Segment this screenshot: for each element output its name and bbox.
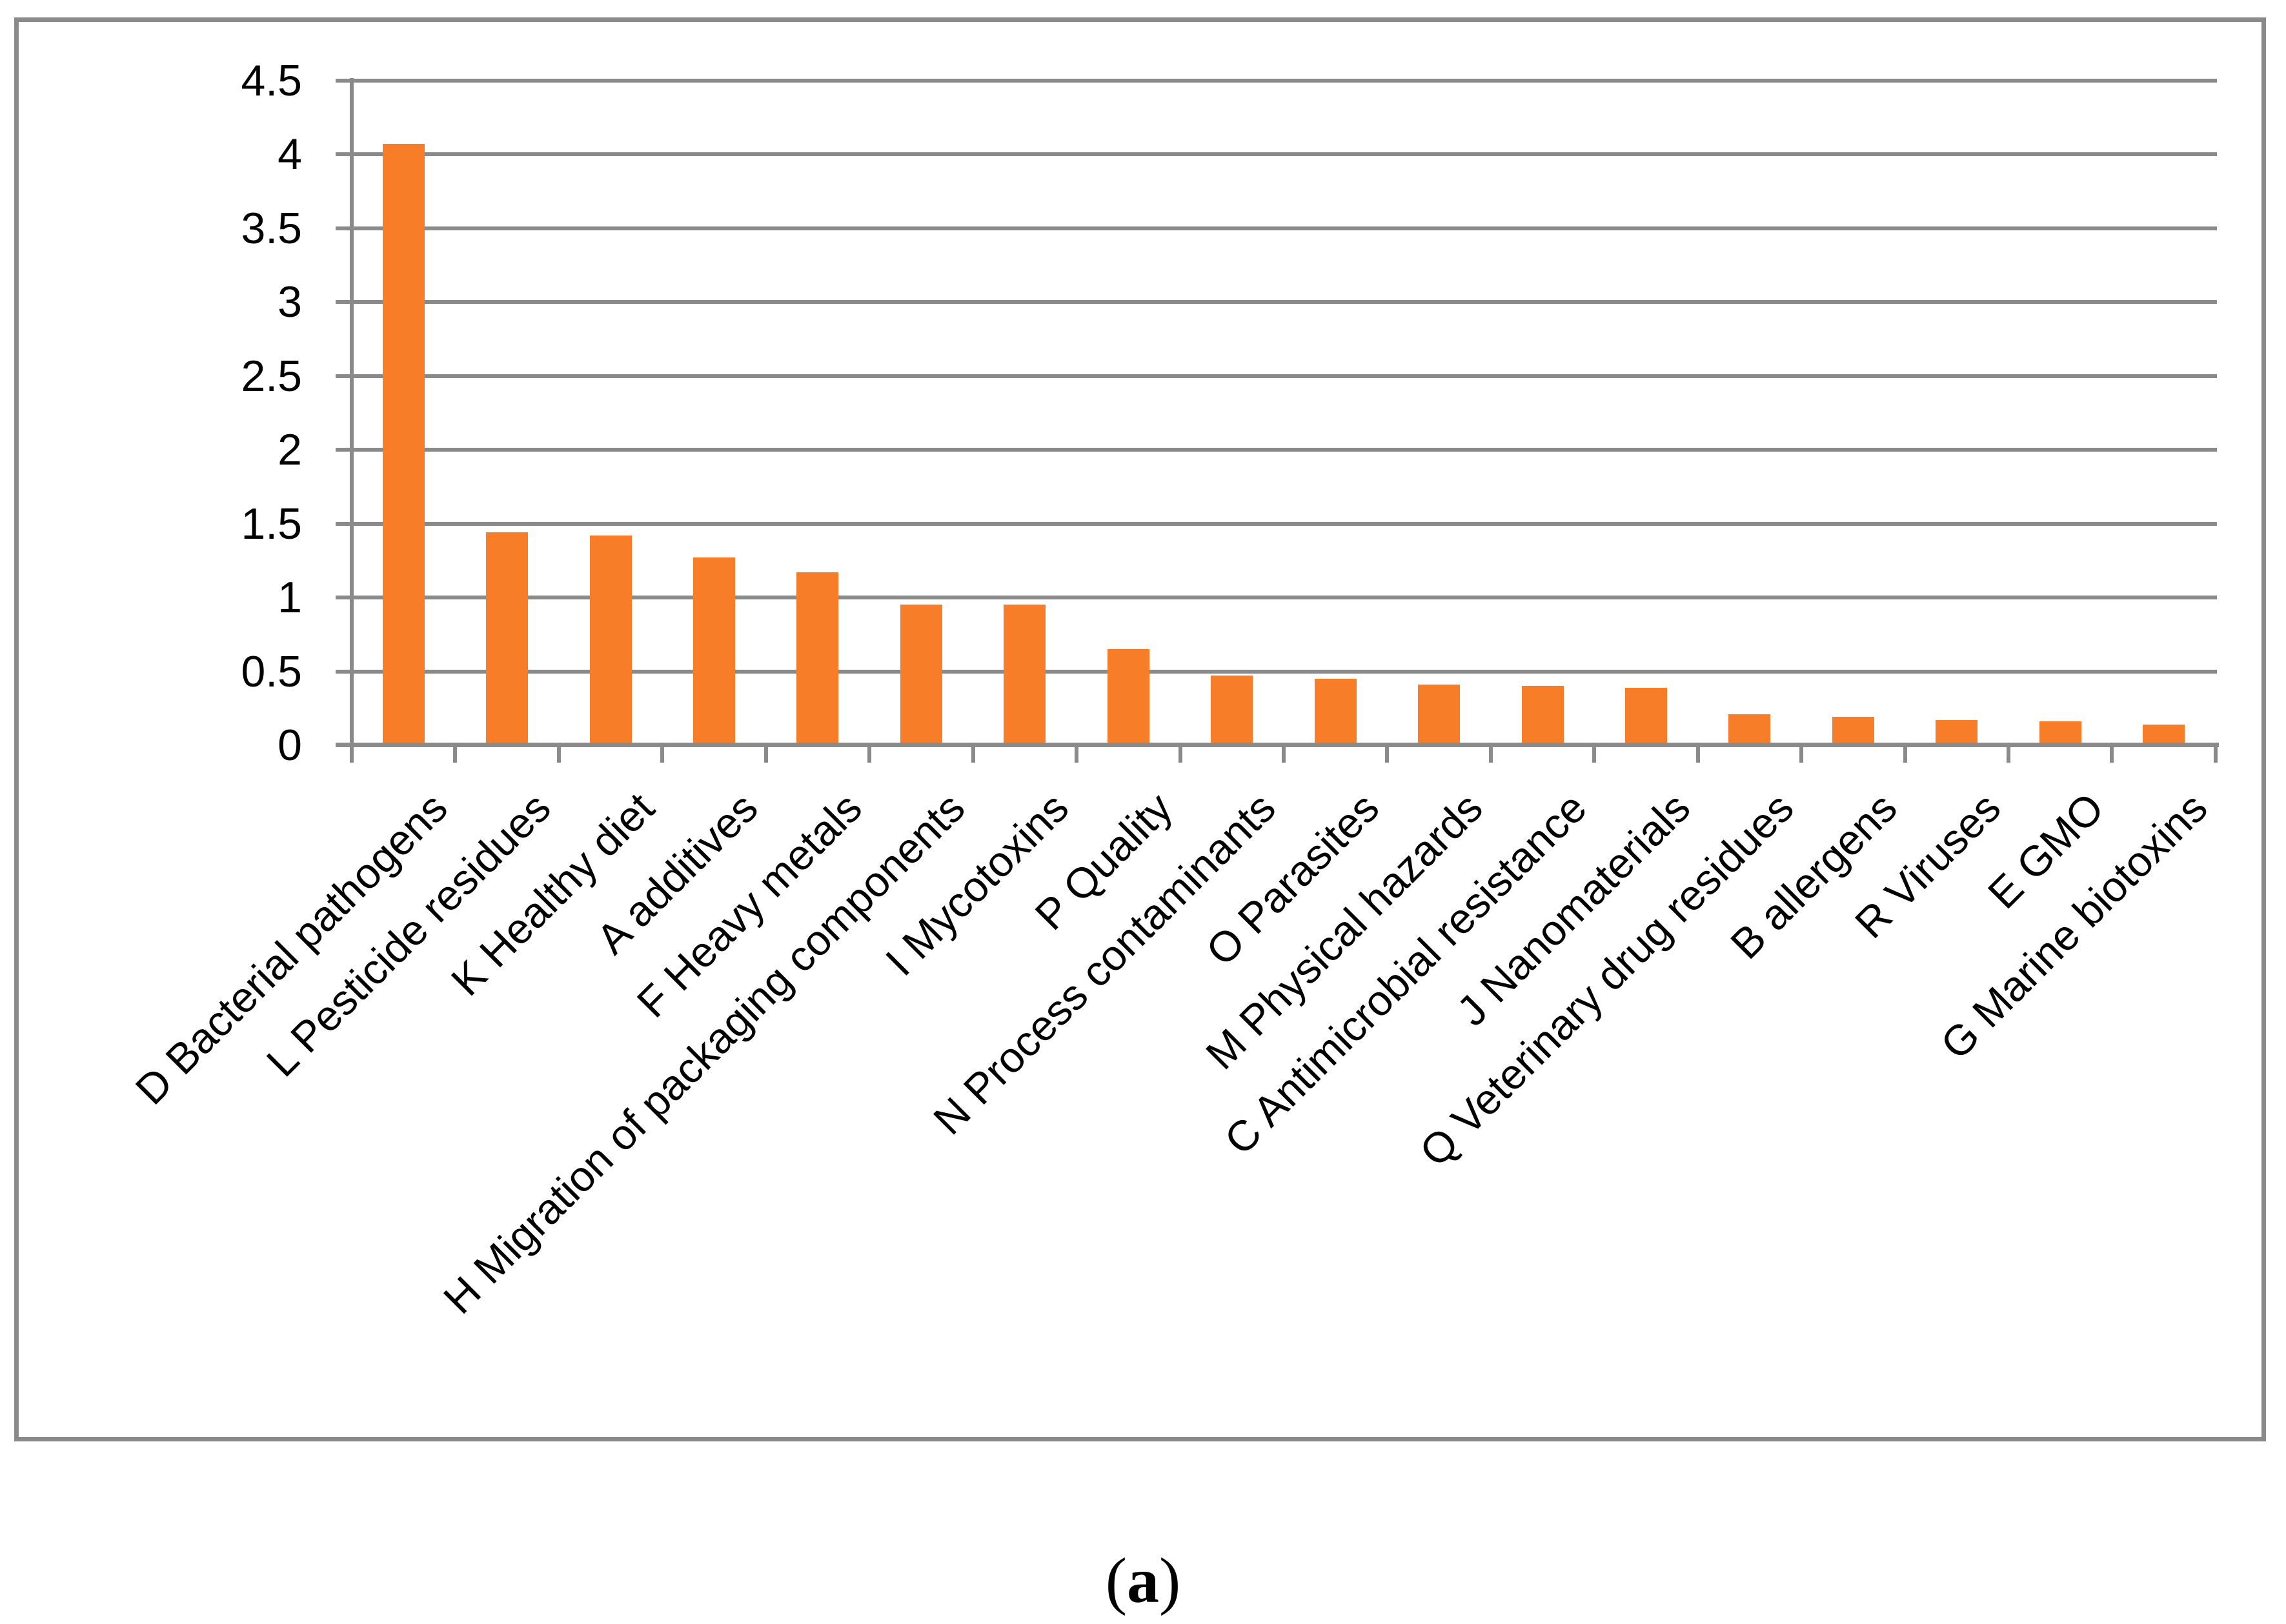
bar [1521,686,1564,745]
bar [693,557,736,745]
x-axis-tick [453,745,458,763]
y-axis-tick-label: 3 [278,277,302,326]
caption-paren-open: ( [1105,1545,1127,1616]
x-axis-tick [1903,745,1907,763]
caption-letter: a [1127,1545,1159,1616]
x-axis-tick [1488,745,1493,763]
y-axis-tick-label: 2.5 [241,351,302,401]
y-gridline [336,300,2217,304]
bar [900,605,942,745]
bar [2039,721,2081,745]
y-gridline [336,78,2217,83]
x-axis-tick [1592,745,1597,763]
y-axis-line [350,78,354,763]
bar [1625,688,1667,745]
x-axis-tick [867,745,872,763]
bar [1004,605,1046,745]
y-gridline [336,448,2217,452]
y-gridline [336,226,2217,230]
bar [1418,685,1461,745]
x-axis-tick [2213,745,2218,763]
y-axis-tick-label: 2 [278,425,302,474]
caption-paren-close: ) [1159,1545,1181,1616]
bar [382,144,425,745]
x-axis-tick [660,745,665,763]
y-axis-tick-label: 4 [278,130,302,179]
bar [1832,717,1874,745]
x-axis-tick [764,745,768,763]
y-axis-tick-label: 0.5 [241,647,302,696]
y-axis-tick-label: 4.5 [241,55,302,105]
x-axis-tick [1075,745,1079,763]
x-axis-tick [2007,745,2011,763]
bar [1211,676,1253,745]
bar [2143,725,2185,745]
y-gridline [336,152,2217,156]
y-axis-tick-label: 1.5 [241,499,302,548]
y-gridline [336,596,2217,599]
bar [589,536,632,745]
x-axis-tick [971,745,975,763]
subfigure-caption: (a) [0,1543,2286,1618]
y-gridline [336,521,2217,526]
x-axis-line [336,743,2219,747]
x-axis-tick [1281,745,1286,763]
x-axis-tick [1695,745,1700,763]
y-gridline [336,374,2217,378]
y-axis-tick-label: 3.5 [241,203,302,253]
x-axis-tick [556,745,561,763]
bar [796,572,839,745]
bar [486,532,529,745]
bar [1107,649,1149,745]
x-axis-tick [1799,745,1804,763]
bar [1314,679,1357,745]
y-axis-tick-label: 0 [278,721,302,770]
bar [1936,720,1978,745]
x-axis-tick [1178,745,1182,763]
y-gridline [336,669,2217,674]
y-axis-tick-label: 1 [278,573,302,622]
x-axis-tick [1385,745,1390,763]
x-axis-tick [2110,745,2114,763]
bar [1728,714,1771,745]
